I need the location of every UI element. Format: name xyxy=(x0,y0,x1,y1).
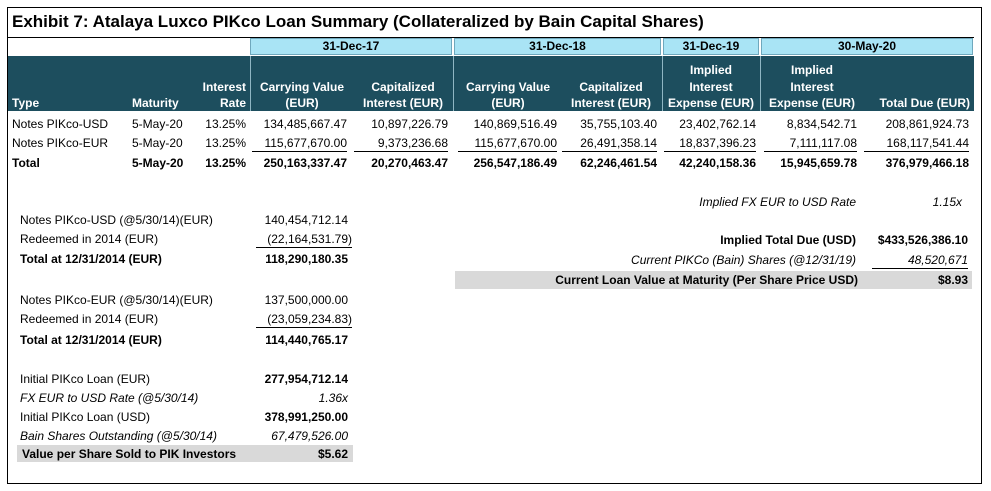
row-rate: 13.25% xyxy=(205,156,246,170)
loan-value-label: Current Loan Value at Maturity (Per Shar… xyxy=(555,273,858,287)
bain-shares-value: 67,479,526.00 xyxy=(271,429,348,443)
value-per-share-highlight xyxy=(17,445,353,462)
col-ie20-line3: Expense (EUR) xyxy=(768,96,856,110)
implied-total-due-value: $433,526,386.10 xyxy=(877,233,968,247)
row-ci18: 62,246,461.54 xyxy=(580,156,657,170)
row-ie19: 18,837,396.23 xyxy=(664,136,756,152)
implied-fx-label: Implied FX EUR to USD Rate xyxy=(699,195,856,209)
col-ci17-line1: Capitalized xyxy=(371,80,435,94)
col-cv18-line1: Carrying Value xyxy=(465,80,551,94)
row-maturity: 5-May-20 xyxy=(132,117,183,131)
current-shares-label: Current PIKCo (Bain) Shares (@12/31/19) xyxy=(631,253,856,267)
col-rate-line2: Rate xyxy=(219,96,246,110)
row-cv18: 256,547,186.49 xyxy=(473,156,557,170)
usd-total-value: 118,290,180.35 xyxy=(265,252,348,266)
row-ie20: 8,834,542.71 xyxy=(786,117,857,131)
value-per-share-label: Value per Share Sold to PIK Investors xyxy=(22,447,237,461)
usd-notes-value: 140,454,712.14 xyxy=(264,213,348,227)
col-ie19-line1: Implied xyxy=(689,63,732,77)
col-ci18-line1: Capitalized xyxy=(579,80,643,94)
current-shares-value: 48,520,671 xyxy=(872,253,968,269)
row-cv17: 250,163,337.47 xyxy=(263,156,347,170)
row-rate: 13.25% xyxy=(205,136,246,150)
usd-redeemed-value: (22,164,531.79) xyxy=(256,232,352,248)
initial-loan-usd-label: Initial PIKco Loan (USD) xyxy=(20,410,151,424)
col-maturity: Maturity xyxy=(132,96,179,110)
row-maturity: 5-May-20 xyxy=(132,156,184,170)
col-ie20-line2: Interest xyxy=(790,80,834,94)
header-divider xyxy=(453,56,454,111)
col-cv18-line2: (EUR) xyxy=(491,96,525,110)
period-header-2018: 31-Dec-18 xyxy=(454,38,661,55)
title-divider xyxy=(8,37,974,38)
col-ie19-line3: Expense (EUR) xyxy=(667,96,755,110)
period-header-2017: 31-Dec-17 xyxy=(250,38,452,55)
row-rate: 13.25% xyxy=(205,117,246,131)
initial-loan-eur-label: Initial PIKco Loan (EUR) xyxy=(20,372,151,386)
col-ci17-line2: Interest (EUR) xyxy=(362,96,443,110)
implied-total-due-label: Implied Total Due (USD) xyxy=(720,233,856,247)
row-ie20: 7,111,117.08 xyxy=(764,136,857,152)
header-divider xyxy=(250,56,251,111)
column-header-band xyxy=(8,56,974,111)
eur-notes-label: Notes PIKco-EUR (@5/30/14)(EUR) xyxy=(20,293,213,307)
col-ie20-line1: Implied xyxy=(790,63,833,77)
col-ie19-line2: Interest xyxy=(689,80,733,94)
row-ci18: 35,755,103.40 xyxy=(580,117,657,131)
initial-loan-usd-value: 378,991,250.00 xyxy=(264,410,348,424)
row-total: 376,979,466.18 xyxy=(885,156,969,170)
col-total-due: Total Due (EUR) xyxy=(879,96,970,110)
col-cv17-line1: Carrying Value xyxy=(259,80,345,94)
usd-notes-label: Notes PIKco-USD (@5/30/14)(EUR) xyxy=(20,213,213,227)
row-type: Total xyxy=(12,156,40,170)
row-ie19: 42,240,158.36 xyxy=(679,156,756,170)
initial-loan-eur-value: 277,954,712.14 xyxy=(264,372,348,386)
header-divider xyxy=(760,56,761,111)
row-ci17: 10,897,226.79 xyxy=(371,117,448,131)
row-total: 168,117,541.44 xyxy=(864,136,969,152)
period-header-2019: 31-Dec-19 xyxy=(663,38,759,55)
exhibit-title: Exhibit 7: Atalaya Luxco PIKco Loan Summ… xyxy=(12,12,704,31)
row-ci18: 26,491,358.14 xyxy=(562,136,657,152)
col-ci18-line2: Interest (EUR) xyxy=(570,96,651,110)
bain-shares-label: Bain Shares Outstanding (@5/30/14) xyxy=(20,429,217,443)
eur-redeemed-value: (23,059,234.83) xyxy=(256,312,352,328)
row-ci17: 20,270,463.47 xyxy=(371,156,448,170)
header-divider xyxy=(662,56,663,111)
row-ci17: 9,373,236.68 xyxy=(354,136,448,152)
implied-fx-value: 1.15x xyxy=(932,195,962,209)
loan-value-value: $8.93 xyxy=(937,273,968,287)
row-cv17: 115,677,670.00 xyxy=(252,136,347,152)
row-cv17: 134,485,667.47 xyxy=(263,117,347,131)
usd-redeemed-label: Redeemed in 2014 (EUR) xyxy=(20,232,159,246)
eur-notes-value: 137,500,000.00 xyxy=(264,293,348,307)
row-ie20: 15,945,659.78 xyxy=(780,156,857,170)
eur-redeemed-label: Redeemed in 2014 (EUR) xyxy=(20,312,159,326)
row-type: Notes PIKco-EUR xyxy=(12,136,109,150)
row-cv18: 115,677,670.00 xyxy=(458,136,557,152)
eur-total-label: Total at 12/31/2014 (EUR) xyxy=(20,333,162,347)
row-cv18: 140,869,516.49 xyxy=(473,117,557,131)
row-maturity: 5-May-20 xyxy=(132,136,183,150)
col-rate-line1: Interest xyxy=(202,80,246,94)
eur-total-value: 114,440,765.17 xyxy=(265,333,348,347)
initial-fx-label: FX EUR to USD Rate (@5/30/14) xyxy=(20,391,199,405)
col-cv17-line2: (EUR) xyxy=(285,96,319,110)
value-per-share-value: $5.62 xyxy=(317,447,348,461)
col-type: Type xyxy=(12,96,40,110)
initial-fx-value: 1.36x xyxy=(318,391,348,405)
usd-total-label: Total at 12/31/2014 (EUR) xyxy=(20,252,162,266)
exhibit-frame xyxy=(7,7,982,484)
row-ie19: 23,402,762.14 xyxy=(679,117,756,131)
row-total: 208,861,924.73 xyxy=(885,117,969,131)
period-header-2020: 30-May-20 xyxy=(761,38,973,55)
loan-value-highlight xyxy=(455,271,972,289)
row-type: Notes PIKco-USD xyxy=(12,117,109,131)
